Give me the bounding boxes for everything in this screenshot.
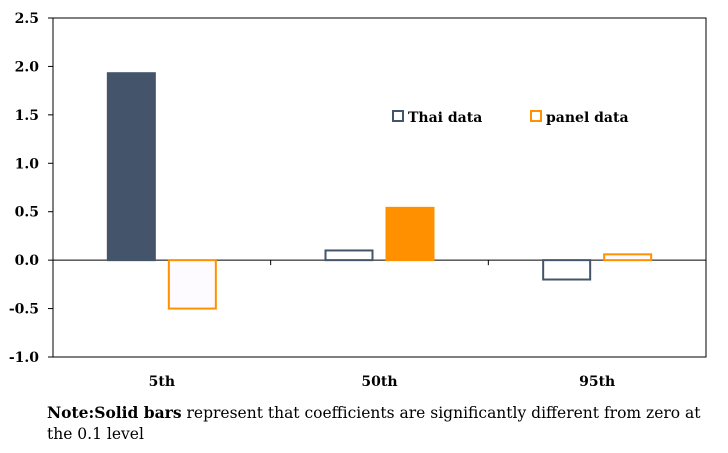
category-label: 50th xyxy=(361,374,397,390)
bar-thai-data-50th xyxy=(324,249,374,262)
category-label: 95th xyxy=(579,374,615,390)
chart: 2.5 2.0 1.5 1.0 0.5 0.0 -0.5 -1.0 5th 50th 95th T… xyxy=(9,11,707,390)
category-label: 5th xyxy=(149,374,175,390)
note-text: represent that coefficients are signific… xyxy=(47,404,701,443)
y-tick-label: 0.5 xyxy=(15,205,39,221)
bar-panel-data-5th xyxy=(167,259,217,310)
y-tick-labels: 2.5 2.0 1.5 1.0 0.5 0.0 -0.5 -1.0 xyxy=(9,11,39,366)
bar-thai-data-95th xyxy=(542,259,592,281)
note-bold: Note:Solid bars xyxy=(47,403,182,422)
legend-swatch xyxy=(392,110,404,122)
y-tick-label: 2.0 xyxy=(15,59,40,75)
bar-thai-data-5th xyxy=(106,72,156,262)
chart-note: Note:Solid bars represent that coefficie… xyxy=(47,402,722,445)
bar-panel-data-95th xyxy=(603,253,653,262)
y-tick-label: -0.5 xyxy=(9,302,39,318)
y-tick-label: 0.0 xyxy=(15,253,40,269)
axes xyxy=(48,17,707,358)
legend: Thai data panel data xyxy=(392,110,629,126)
bars xyxy=(106,72,653,310)
bar-panel-data-50th xyxy=(385,206,435,262)
y-tick-label: 1.5 xyxy=(15,108,39,124)
legend-label: panel data xyxy=(546,110,629,126)
legend-label: Thai data xyxy=(408,110,482,126)
y-tick-label: -1.0 xyxy=(9,350,39,366)
plot-frame xyxy=(52,17,707,358)
legend-swatch xyxy=(530,110,542,122)
category-labels: 5th 50th 95th xyxy=(149,374,616,390)
y-tick-label: 1.0 xyxy=(15,156,40,172)
y-tick-label: 2.5 xyxy=(15,11,39,27)
